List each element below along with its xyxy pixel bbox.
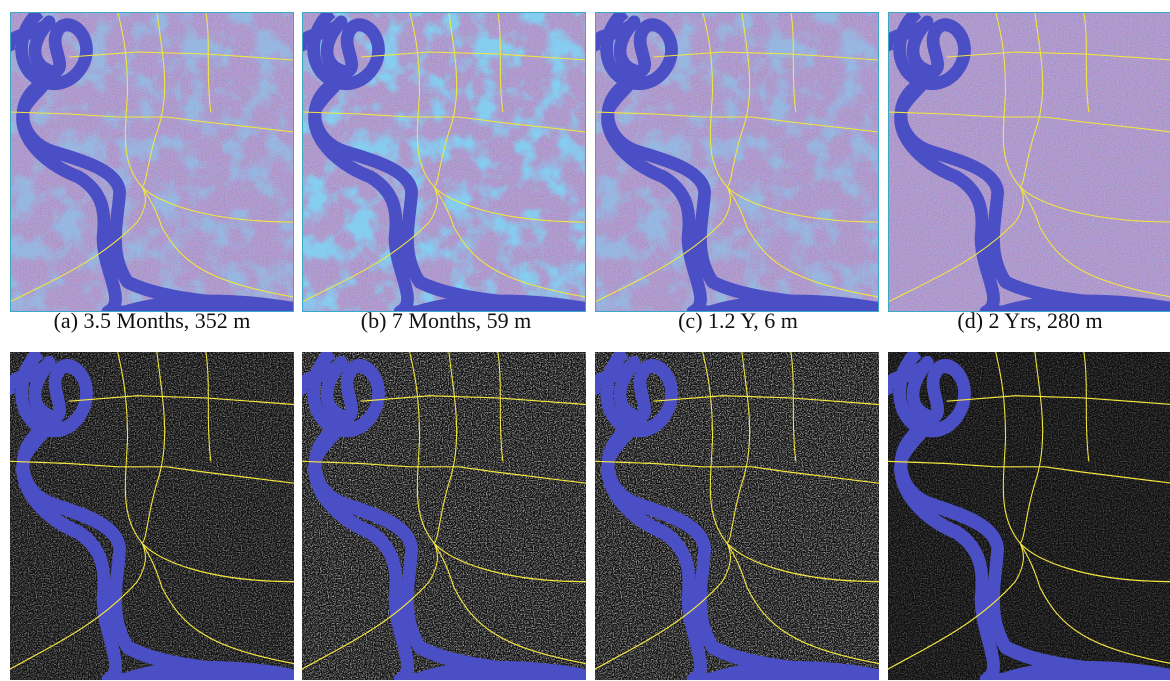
amplitude-map xyxy=(8,352,294,680)
panels xyxy=(8,12,1170,680)
amplitude-map xyxy=(300,352,586,680)
coherence-map xyxy=(8,12,294,312)
caption: (d) 2 Yrs, 280 m xyxy=(957,308,1102,333)
coherence-map xyxy=(300,12,586,312)
coherence-map xyxy=(593,12,879,312)
page: (a) 3.5 Months, 352 m (b) 7 Months, 59 m… xyxy=(0,0,1170,681)
caption: (b) 7 Months, 59 m xyxy=(361,308,532,333)
caption: (c) 1.2 Y, 6 m xyxy=(678,308,798,333)
amplitude-map xyxy=(886,352,1170,680)
amplitude-map xyxy=(593,352,879,680)
coherence-map xyxy=(886,12,1170,312)
figure: (a) 3.5 Months, 352 m (b) 7 Months, 59 m… xyxy=(0,0,1170,681)
caption: (a) 3.5 Months, 352 m xyxy=(54,308,251,333)
